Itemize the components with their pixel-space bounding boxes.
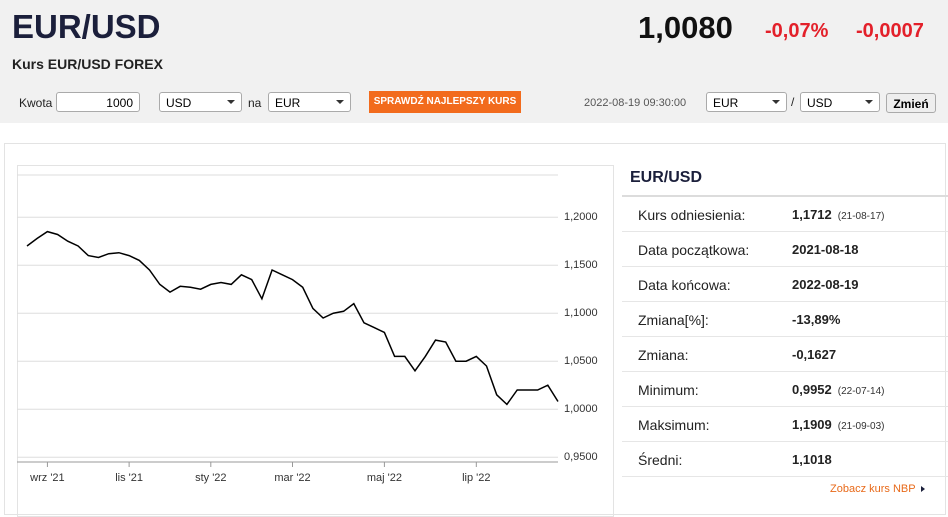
pair-title: EUR/USD <box>12 8 161 45</box>
stats-label: Zmiana: <box>638 347 689 363</box>
swap-button[interactable]: Zmień <box>886 93 936 113</box>
stats-value: 1,1909 (21-09-03) <box>792 417 885 432</box>
stats-label: Data końcowa: <box>638 277 731 293</box>
x-tick-label: mar '22 <box>274 472 310 484</box>
stats-row: Maksimum: 1,1909 (21-09-03) <box>622 407 948 442</box>
stats-rows: Kurs odniesienia: 1,1712 (21-08-17) Data po… <box>622 197 948 477</box>
pair-to-select[interactable]: USD <box>800 92 880 112</box>
stats-row: Data początkowa: 2021-08-18 <box>622 232 948 267</box>
stats-row: Data końcowa: 2022-08-19 <box>622 267 948 302</box>
stats-date: (21-09-03) <box>837 421 885 432</box>
stats-date: (21-08-17) <box>837 211 885 222</box>
x-tick-label: maj '22 <box>367 472 402 484</box>
stats-row: Zmiana: -0,1627 <box>622 337 948 372</box>
from-select[interactable]: USD <box>159 92 242 112</box>
y-tick-label: 1,2000 <box>564 211 598 223</box>
stats-value: -0,1627 <box>792 347 837 362</box>
y-tick-label: 1,0500 <box>564 355 598 367</box>
nbp-link[interactable]: Zobacz kurs NBP <box>830 483 925 495</box>
to-label: na <box>248 96 262 110</box>
pair-from-select[interactable]: EUR <box>706 92 787 112</box>
stats-label: Maksimum: <box>638 417 710 433</box>
pair-separator: / <box>791 95 795 109</box>
x-tick-label: sty '22 <box>195 472 226 484</box>
best-rate-button[interactable]: SPRAWDŹ NAJLEPSZY KURS <box>369 91 521 113</box>
amount-input[interactable]: 1000 <box>56 92 140 112</box>
x-tick-label: lip '22 <box>462 472 490 484</box>
stats-date: (22-07-14) <box>837 386 885 397</box>
price: 1,0080 <box>638 10 733 45</box>
x-tick-label: lis '21 <box>115 472 143 484</box>
stats-label: Kurs odniesienia: <box>638 207 746 223</box>
amount-label: Kwota <box>19 96 53 110</box>
y-tick-label: 1,1000 <box>564 307 598 319</box>
stats-label: Średni: <box>638 452 683 468</box>
stats-row: Minimum: 0,9952 (22-07-14) <box>622 372 948 407</box>
stats-label: Minimum: <box>638 382 699 398</box>
stats-value: 1,1018 <box>792 452 832 467</box>
stats-row: Średni: 1,1018 <box>622 442 948 477</box>
change-value: -0,0007 <box>856 20 924 42</box>
x-tick-label: wrz '21 <box>29 472 65 484</box>
stats-title: EUR/USD <box>622 163 948 197</box>
stats-label: Zmiana[%]: <box>638 312 709 328</box>
stats-row: Kurs odniesienia: 1,1712 (21-08-17) <box>622 197 948 232</box>
y-tick-label: 1,0000 <box>564 403 598 415</box>
stats-value: 2022-08-19 <box>792 277 859 292</box>
y-tick-label: 0,9500 <box>564 451 598 463</box>
price-line <box>26 230 559 406</box>
stats-value: 1,1712 (21-08-17) <box>792 207 885 222</box>
y-tick-label: 1,1500 <box>564 259 598 271</box>
timestamp: 2022-08-19 09:30:00 <box>584 97 687 109</box>
stats-row: Zmiana[%]: -13,89% <box>622 302 948 337</box>
stats-value: -13,89% <box>792 312 841 327</box>
stats-value: 0,9952 (22-07-14) <box>792 382 885 397</box>
stats-panel: EUR/USD Kurs odniesienia: 1,1712 (21-08-17… <box>622 163 948 477</box>
subtitle: Kurs EUR/USD FOREX <box>12 56 163 72</box>
stats-value: 2021-08-18 <box>792 242 859 257</box>
stats-label: Data początkowa: <box>638 242 750 258</box>
change-percent: -0,07% <box>765 20 829 42</box>
to-select[interactable]: EUR <box>268 92 351 112</box>
